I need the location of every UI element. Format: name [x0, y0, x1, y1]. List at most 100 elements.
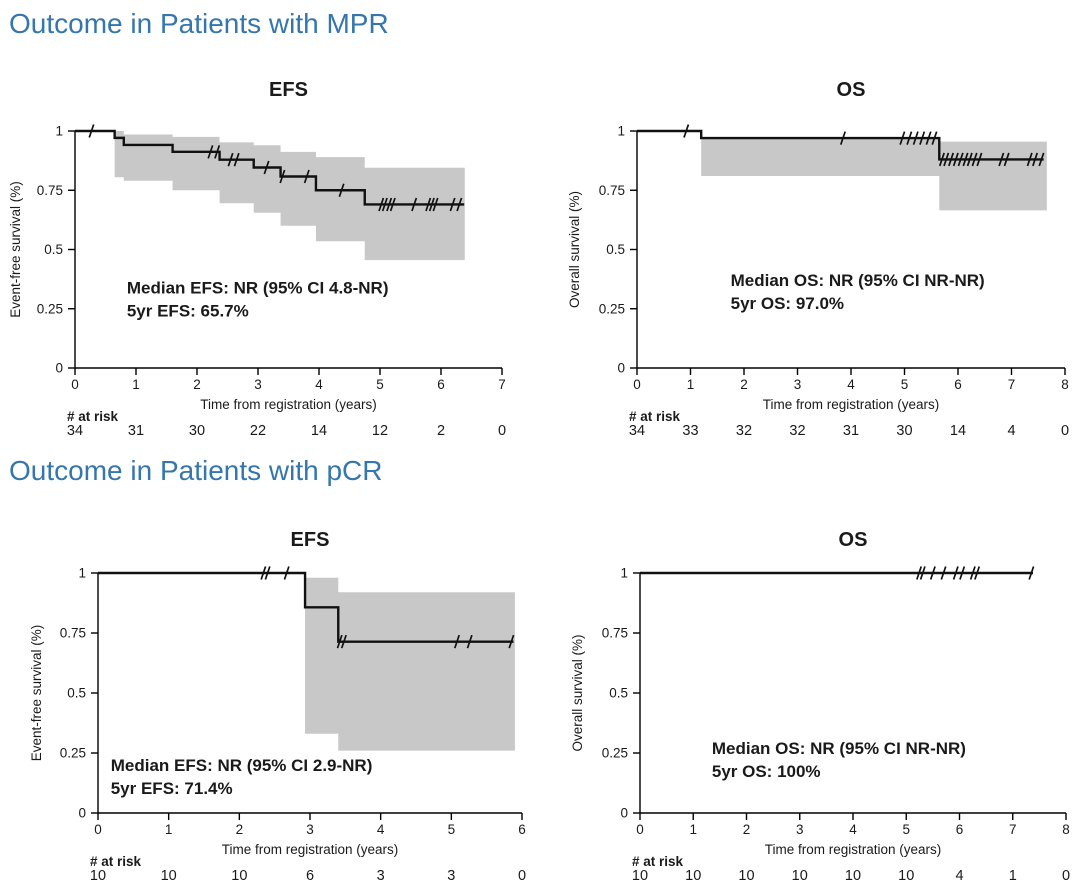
censor-marks	[916, 566, 1035, 580]
x-tick-label: 5	[901, 377, 909, 392]
at-risk-count: 2	[437, 423, 445, 439]
x-tick-label: 2	[743, 822, 751, 837]
y-axis	[630, 130, 638, 369]
x-tick-label: 8	[1062, 822, 1070, 837]
x-tick-label: 4	[377, 822, 385, 837]
stats-annotation-line: Median EFS: NR (95% CI 2.9-NR)	[111, 756, 373, 775]
at-risk-label: # at risk	[629, 409, 681, 424]
y-tick-label: 0.5	[44, 242, 63, 257]
stats-annotation-line: 5yr OS: 97.0%	[731, 294, 844, 313]
confidence-band	[114, 131, 465, 261]
y-tick-label: 0.5	[67, 686, 86, 701]
at-risk-count: 33	[682, 423, 698, 439]
x-tick-label: 7	[498, 377, 506, 392]
x-tick-label: 1	[132, 377, 140, 392]
y-tick-label: 0.75	[37, 183, 63, 198]
confidence-band	[305, 577, 515, 751]
at-risk-label: # at risk	[90, 854, 142, 869]
y-tick-label: 0	[620, 806, 628, 821]
at-risk-count: 10	[90, 868, 106, 884]
stats-annotation: Median EFS: NR (95% CI 4.8-NR) 5yr EFS: 6…	[127, 278, 389, 320]
x-axis-label: Time from registration (years)	[200, 397, 377, 412]
x-axis	[636, 367, 1066, 375]
at-risk-count: 32	[736, 423, 752, 439]
at-risk-count: 10	[792, 868, 808, 884]
x-tick-label: 1	[165, 822, 173, 837]
at-risk-count: 31	[128, 423, 144, 439]
x-tick-label: 6	[518, 822, 526, 837]
y-tick-label: 1	[55, 124, 63, 139]
x-tick-label: 8	[1061, 377, 1069, 392]
censor-marks	[260, 566, 515, 649]
stats-annotation-line: Median OS: NR (95% CI NR-NR)	[712, 739, 966, 758]
x-tick-label: 4	[315, 377, 323, 392]
at-risk-count: 10	[685, 868, 701, 884]
at-risk-count: 10	[845, 868, 861, 884]
y-tick-label: 0.25	[602, 746, 628, 761]
at-risk-count: 10	[898, 868, 914, 884]
x-tick-label: 6	[954, 377, 962, 392]
y-axis	[68, 130, 76, 369]
y-tick-label: 0	[55, 361, 63, 376]
x-tick-label: 7	[1009, 822, 1017, 837]
confidence-band	[701, 138, 1047, 211]
survival-curve	[98, 571, 514, 643]
x-tick-label: 2	[740, 377, 748, 392]
x-tick-label: 6	[437, 377, 445, 392]
at-risk-count: 4	[1007, 423, 1015, 439]
stats-annotation-line: 5yr OS: 100%	[712, 762, 821, 781]
x-tick-label: 6	[956, 822, 964, 837]
y-tick-label: 0	[617, 361, 625, 376]
y-axis-label: Event-free survival (%)	[8, 181, 23, 318]
x-tick-label: 3	[306, 822, 314, 837]
stats-annotation: Median OS: NR (95% CI NR-NR) 5yr OS: 97.0…	[731, 271, 985, 313]
y-tick-label: 0	[78, 806, 86, 821]
panel-title: EFS	[291, 529, 330, 551]
y-axis	[91, 572, 99, 814]
x-tick-label: 0	[636, 822, 644, 837]
at-risk-count: 0	[1061, 423, 1069, 439]
y-tick-label: 1	[78, 566, 86, 581]
stats-annotation: Median EFS: NR (95% CI 2.9-NR) 5yr EFS: 7…	[111, 756, 373, 798]
y-axis	[633, 572, 641, 814]
y-axis-label: Event-free survival (%)	[29, 625, 44, 762]
stats-annotation: Median OS: NR (95% CI NR-NR) 5yr OS: 100%	[712, 739, 966, 781]
x-tick-label: 1	[689, 822, 697, 837]
at-risk-count: 3	[377, 868, 385, 884]
x-axis	[74, 367, 503, 375]
at-risk-count: 14	[950, 423, 966, 439]
panel-title: EFS	[269, 79, 308, 101]
x-tick-label: 5	[902, 822, 910, 837]
x-axis	[639, 812, 1067, 820]
y-tick-label: 0.25	[60, 746, 86, 761]
y-tick-label: 1	[617, 124, 625, 139]
y-tick-label: 0.5	[606, 242, 625, 257]
x-tick-label: 4	[847, 377, 855, 392]
y-tick-label: 1	[620, 566, 628, 581]
y-tick-label: 0.5	[609, 686, 628, 701]
at-risk-count: 0	[1062, 868, 1070, 884]
x-axis-label: Time from registration (years)	[765, 842, 942, 857]
panel-title: OS	[839, 529, 868, 551]
stats-annotation-line: Median EFS: NR (95% CI 4.8-NR)	[127, 278, 389, 297]
x-tick-label: 0	[94, 822, 102, 837]
x-tick-label: 4	[849, 822, 857, 837]
at-risk-count: 32	[789, 423, 805, 439]
y-tick-label: 0.25	[599, 301, 625, 316]
y-tick-label: 0.75	[602, 626, 628, 641]
section-title-mpr: Outcome in Patients with MPR	[9, 8, 389, 39]
x-tick-label: 2	[236, 822, 244, 837]
x-tick-label: 0	[71, 377, 79, 392]
x-tick-label: 3	[794, 377, 802, 392]
at-risk-count: 1	[1009, 868, 1017, 884]
at-risk-label: # at risk	[67, 409, 119, 424]
x-tick-label: 7	[1008, 377, 1016, 392]
at-risk-count: 12	[372, 423, 388, 439]
at-risk-count: 34	[629, 423, 645, 439]
at-risk-count: 10	[632, 868, 648, 884]
